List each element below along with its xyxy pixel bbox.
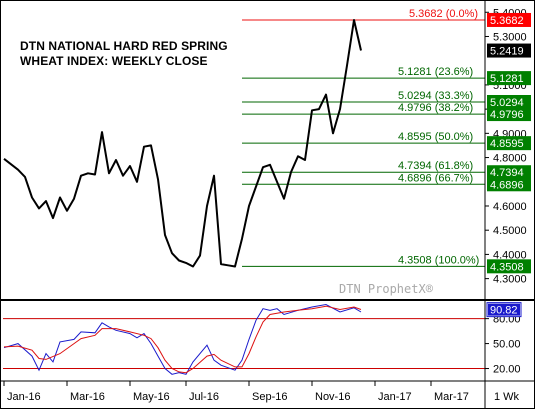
time-tick-label: Nov-16 <box>315 391 350 403</box>
fib-value-tag-text: 5.0294 <box>490 97 524 109</box>
chart-title-line-1: DTN NATIONAL HARD RED SPRING <box>20 39 228 53</box>
watermark: DTN ProphetX® <box>339 282 433 296</box>
fib-value-tag <box>487 259 531 274</box>
fib-levels: 5.3682 (0.0%) 5.1281 (23.6%) 5.0294 (33.3%… <box>242 8 485 267</box>
fib-level-label: 4.3508 (100.0%) <box>398 254 479 266</box>
fib-value-tag <box>487 71 531 86</box>
fib-value-tag <box>487 136 531 151</box>
fib-level-label: 4.6896 (66.7%) <box>398 172 473 184</box>
fib-level-label: 5.1281 (23.6%) <box>398 66 473 78</box>
price-tick-label: 4.4000 <box>493 249 527 261</box>
fib-value-tag-text: 4.6896 <box>490 179 524 191</box>
last-price-tag <box>487 43 531 58</box>
price-axis: 5.40005.30005.10005.00004.90004.80004.60… <box>485 7 531 286</box>
fib-value-tag <box>487 95 531 110</box>
price-tick-label: 4.3000 <box>493 274 527 286</box>
time-tick-label: Jul-16 <box>189 391 219 403</box>
oscillator-last-value-fill <box>488 303 520 316</box>
time-tick-label: Mar-16 <box>70 391 105 403</box>
oscillator-slow-line <box>3 305 362 374</box>
fib-value-tag <box>487 177 531 192</box>
fib-level-label: 5.0294 (33.3%) <box>398 90 473 102</box>
last-price-tag-text: 5.2419 <box>490 46 524 58</box>
oscillator-fast-line <box>3 303 362 375</box>
fib-level-label: 4.7394 (61.8%) <box>398 160 473 172</box>
fib-value-tag-text: 4.9796 <box>490 109 524 121</box>
fib-value-tag-text: 4.3508 <box>490 261 524 273</box>
price-series-line <box>3 19 362 268</box>
timeframe-label: 1 Wk <box>494 391 520 403</box>
oscillator-panel <box>3 303 485 375</box>
oscillator-tick-label: 20.00 <box>493 364 521 376</box>
time-tick-label: Sep-16 <box>252 391 287 403</box>
fib-value-tag-text: 4.7394 <box>490 167 524 179</box>
fib-level-label: 5.3682 (0.0%) <box>409 8 478 20</box>
time-tick-label: Mar-17 <box>434 391 469 403</box>
oscillator-last-value-text: 90.82 <box>490 305 518 317</box>
time-tick-label: Jan-17 <box>378 391 412 403</box>
price-tick-label: 4.6000 <box>493 201 527 213</box>
price-tick-label: 4.8000 <box>493 153 527 165</box>
fib-value-tag <box>487 107 531 122</box>
chart-title-line-2: WHEAT INDEX: WEEKLY CLOSE <box>20 54 208 68</box>
fib-value-tag-text: 5.3682 <box>490 15 524 27</box>
oscillator-tick-label: 50.00 <box>493 339 521 351</box>
time-axis: Jan-16 Mar-16 May-16 Jul-16 Sep-16 Nov-16 Jan-… <box>3 381 520 403</box>
time-tick-label: May-16 <box>133 391 170 403</box>
fib-value-tag <box>487 12 531 27</box>
fib-level-label: 4.8595 (50.0%) <box>398 131 473 143</box>
fib-value-tag <box>487 165 531 180</box>
price-tick-label: 5.3000 <box>493 31 527 43</box>
price-series <box>3 19 362 268</box>
price-tick-label: 4.5000 <box>493 225 527 237</box>
fib-value-tag-text: 5.1281 <box>490 73 524 85</box>
time-tick-label: Jan-16 <box>7 391 41 403</box>
fib-value-tag-text: 4.8595 <box>490 138 524 150</box>
fib-level-label: 4.9796 (38.2%) <box>398 102 473 114</box>
